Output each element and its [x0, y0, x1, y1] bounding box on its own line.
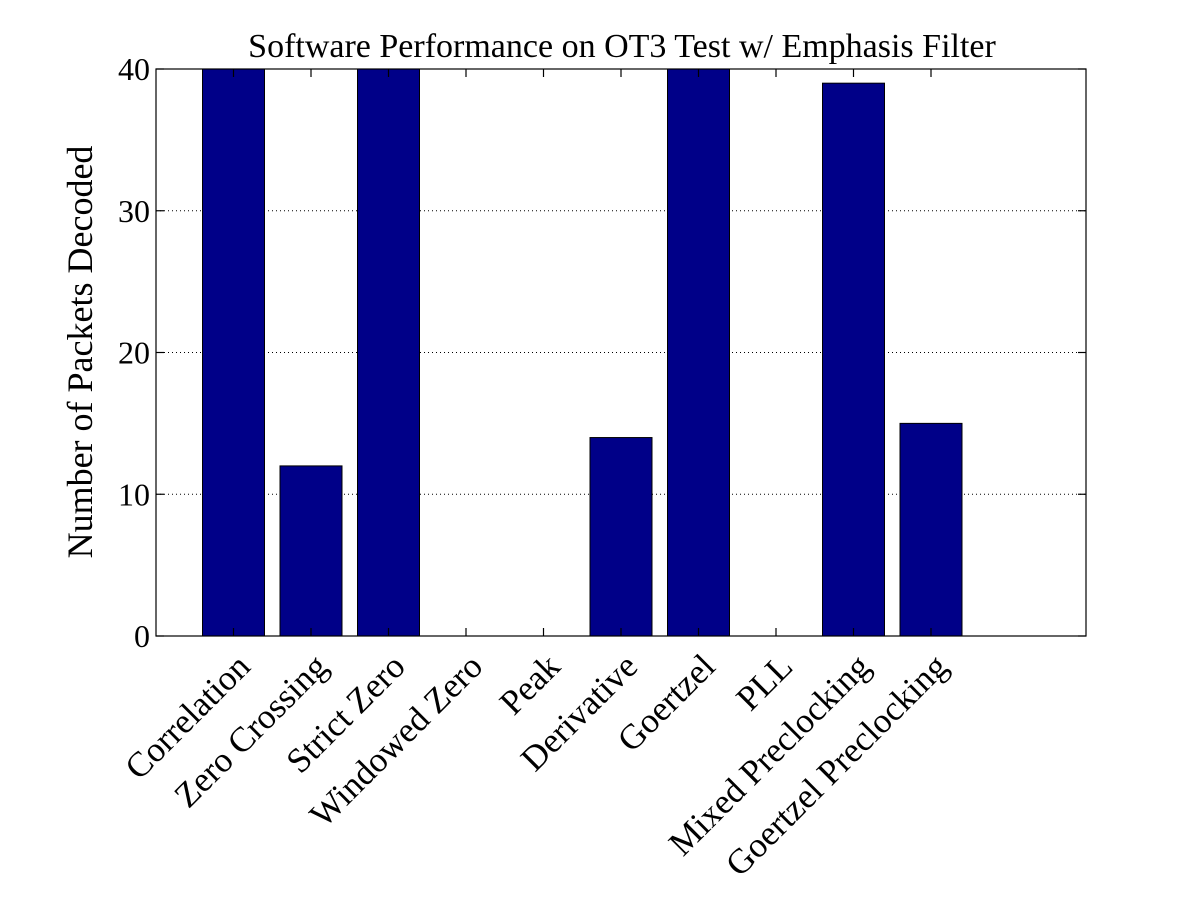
bar-derivative — [589, 437, 653, 637]
y-tick-label: 20 — [118, 335, 150, 371]
bar-correlation — [202, 68, 265, 637]
bars — [202, 68, 963, 637]
y-tick-label: 40 — [118, 51, 150, 87]
y-tick-label: 0 — [134, 618, 150, 654]
bar-mixed-preclocking — [822, 82, 885, 637]
bar-goertzel — [667, 68, 730, 637]
bar-goertzel-preclocking — [899, 422, 963, 637]
y-axis-ticks: 0 10 20 30 40 — [118, 51, 1086, 654]
y-axis-label: Number of Packets Decoded — [60, 146, 100, 559]
y-tick-label: 10 — [118, 476, 150, 512]
bar-strict-zero — [357, 68, 420, 637]
y-tick-label: 30 — [118, 193, 150, 229]
chart-title: Software Performance on OT3 Test w/ Emph… — [248, 28, 996, 65]
bar-zero-crossing — [279, 465, 343, 637]
